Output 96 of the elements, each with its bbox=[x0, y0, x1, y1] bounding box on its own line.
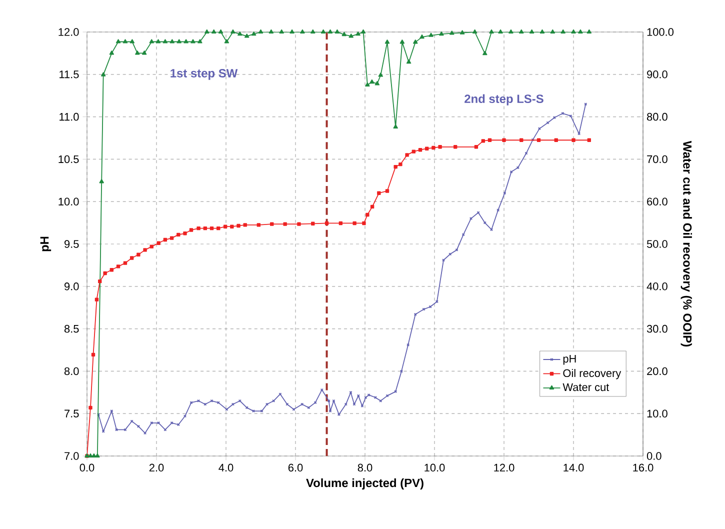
point bbox=[405, 153, 409, 157]
point bbox=[88, 406, 92, 410]
point bbox=[454, 145, 458, 149]
point bbox=[297, 222, 301, 226]
point bbox=[230, 224, 234, 228]
legend-label: pH bbox=[563, 354, 576, 365]
point bbox=[554, 138, 558, 142]
y-tick-label: 11.5 bbox=[60, 70, 79, 78]
y-tick-label: 10.5 bbox=[58, 155, 79, 164]
point bbox=[203, 226, 207, 230]
point bbox=[432, 146, 436, 150]
point bbox=[94, 298, 99, 302]
point bbox=[243, 223, 247, 227]
point bbox=[189, 228, 194, 232]
point bbox=[502, 138, 506, 142]
point bbox=[270, 222, 274, 226]
point bbox=[536, 138, 541, 142]
point bbox=[311, 222, 315, 226]
y2-tick-label: 0.0 bbox=[646, 452, 662, 460]
y2-tick-label: 100.0 bbox=[647, 28, 674, 36]
x-tick-label: 4.0 bbox=[218, 464, 234, 472]
y2-tick-label: 50.0 bbox=[646, 240, 668, 248]
point bbox=[91, 352, 96, 357]
y2-tick-label: 80.0 bbox=[646, 112, 668, 121]
point bbox=[370, 204, 374, 209]
y-tick-label: 7.5 bbox=[64, 410, 79, 418]
point bbox=[130, 256, 134, 260]
point bbox=[425, 146, 429, 150]
point bbox=[256, 223, 261, 227]
y-axis-title: pH bbox=[40, 236, 52, 252]
y-tick-label: 7.0 bbox=[64, 452, 79, 460]
point bbox=[196, 226, 200, 230]
point bbox=[170, 236, 174, 240]
point bbox=[438, 145, 442, 149]
y-tick-label: 8.0 bbox=[64, 367, 79, 376]
x-tick-label: 8.0 bbox=[358, 464, 372, 472]
point bbox=[377, 191, 381, 195]
point bbox=[418, 148, 422, 152]
point bbox=[143, 248, 147, 252]
y-tick-label: 10.0 bbox=[58, 198, 79, 206]
point bbox=[324, 221, 329, 226]
point bbox=[398, 162, 402, 166]
point bbox=[283, 222, 287, 226]
legend-label: Water cut bbox=[562, 383, 610, 392]
point bbox=[362, 221, 366, 226]
point bbox=[156, 241, 160, 245]
point bbox=[116, 264, 120, 268]
y2-axis-title: Water cut and Oil recovery (% OOIP) bbox=[680, 140, 692, 346]
y-tick-label: 9.0 bbox=[64, 282, 79, 290]
y-tick-label: 9.5 bbox=[64, 240, 79, 248]
point bbox=[236, 224, 240, 228]
y2-tick-label: 90.0 bbox=[647, 70, 668, 78]
annotation: 2nd step LS-S bbox=[464, 94, 544, 106]
y2-tick-label: 10.0 bbox=[647, 410, 668, 418]
x-tick-label: 10.0 bbox=[424, 464, 445, 472]
point bbox=[98, 279, 102, 284]
point bbox=[338, 221, 343, 226]
x-tick-label: 14.0 bbox=[564, 464, 584, 472]
point bbox=[216, 226, 220, 230]
point bbox=[136, 252, 140, 256]
x-tick-label: 0.0 bbox=[80, 464, 94, 472]
point bbox=[163, 238, 168, 242]
y2-tick-label: 40.0 bbox=[646, 282, 668, 290]
point bbox=[110, 268, 114, 272]
point bbox=[103, 271, 107, 276]
x-tick-label: 16.0 bbox=[633, 464, 654, 472]
point bbox=[520, 138, 524, 142]
point bbox=[176, 232, 180, 237]
point bbox=[183, 232, 187, 236]
point bbox=[474, 145, 478, 149]
y-tick-label: 8.5 bbox=[64, 324, 79, 333]
point bbox=[412, 150, 416, 154]
point bbox=[481, 139, 485, 143]
point bbox=[366, 212, 370, 217]
y-tick-label: 12.0 bbox=[58, 28, 79, 36]
y2-tick-label: 30.0 bbox=[646, 324, 668, 333]
annotation: 1st step SW bbox=[170, 68, 238, 80]
y2-tick-label: 60.0 bbox=[647, 198, 668, 206]
point bbox=[587, 138, 591, 142]
legend-label: Oil recovery bbox=[563, 369, 622, 380]
x-tick-label: 6.0 bbox=[288, 464, 303, 472]
point bbox=[394, 164, 398, 169]
y-tick-label: 11.0 bbox=[60, 112, 79, 121]
point bbox=[488, 138, 492, 142]
y2-tick-label: 20.0 bbox=[647, 367, 668, 376]
point bbox=[572, 138, 576, 142]
y2-tick-label: 70.0 bbox=[647, 155, 668, 164]
point bbox=[123, 261, 128, 265]
x-axis-title: Volume injected (PV) bbox=[306, 478, 424, 490]
x-tick-label: 12.0 bbox=[494, 464, 514, 472]
x-tick-label: 2.0 bbox=[149, 464, 164, 472]
point bbox=[352, 221, 356, 226]
point bbox=[385, 189, 390, 193]
point bbox=[150, 244, 154, 248]
point bbox=[223, 224, 228, 228]
point bbox=[210, 226, 214, 230]
